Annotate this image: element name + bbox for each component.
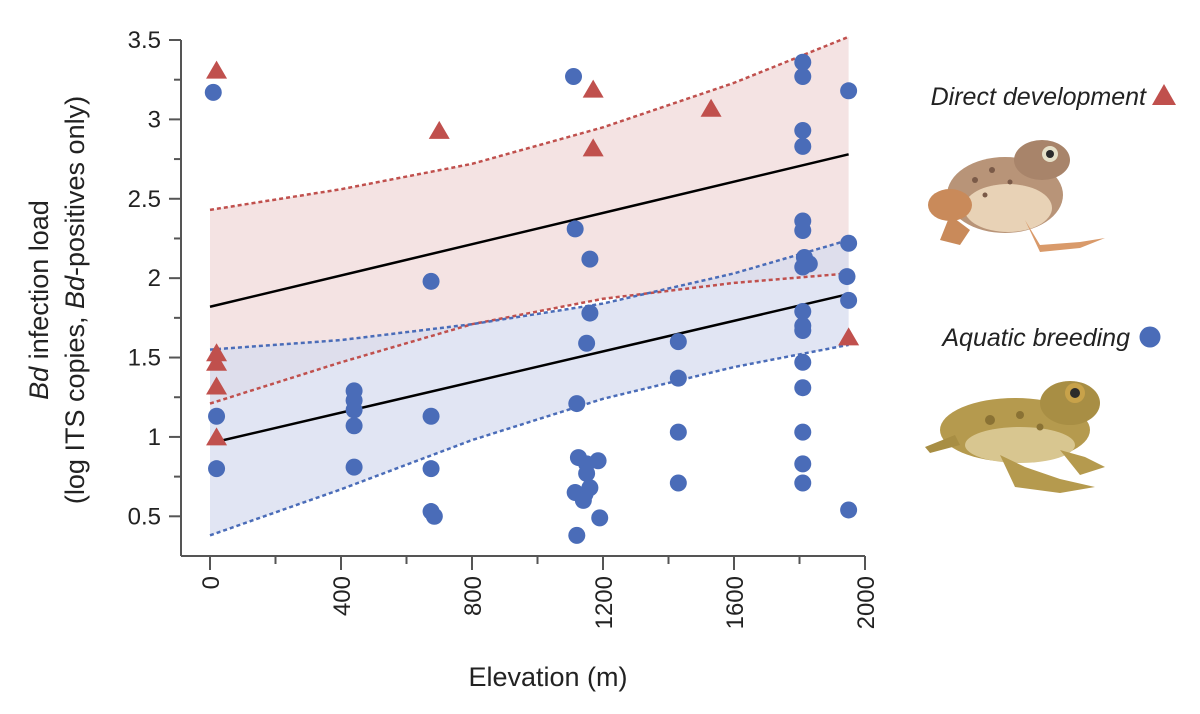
- data-point-direct: [838, 327, 860, 346]
- data-point-direct: [582, 138, 604, 157]
- ci-lower-direct: [209, 272, 849, 405]
- y-tick-label: 3: [148, 106, 161, 133]
- data-point-aquatic: [669, 423, 687, 441]
- data-point-aquatic: [581, 479, 599, 497]
- ci-upper-direct: [209, 35, 850, 212]
- data-point-aquatic: [581, 250, 599, 268]
- data-point-aquatic: [422, 407, 440, 425]
- data-point-direct: [206, 352, 228, 371]
- data-point-aquatic: [208, 407, 226, 425]
- data-point-aquatic: [345, 458, 363, 476]
- fit-line-aquatic: [209, 292, 849, 445]
- y-tick-label: 0.5: [128, 503, 161, 530]
- data-point-aquatic: [208, 460, 226, 478]
- x-axis-title: Elevation (m): [468, 662, 627, 692]
- data-point-aquatic: [591, 509, 609, 527]
- frog-aquatic-breeding-icon: [925, 381, 1105, 493]
- y-axis-title: Bd infection load: [24, 200, 54, 400]
- data-point-aquatic: [565, 68, 583, 86]
- data-point-aquatic: [794, 68, 812, 86]
- data-point-aquatic: [566, 220, 584, 238]
- data-point-aquatic: [422, 272, 440, 290]
- y-tick-label: 2: [148, 265, 161, 292]
- data-point-aquatic: [794, 423, 812, 441]
- data-point-aquatic: [794, 53, 812, 71]
- data-point-aquatic: [840, 501, 858, 519]
- data-point-direct: [428, 120, 450, 139]
- x-tick-label: 1200: [591, 576, 618, 629]
- y-tick-label: 1: [148, 424, 161, 451]
- legend-marker-aquatic-circle: [1139, 326, 1161, 348]
- data-point-aquatic: [794, 137, 812, 155]
- data-point-aquatic: [840, 291, 858, 309]
- data-point-aquatic: [800, 255, 818, 273]
- ci-lower-aquatic: [209, 343, 849, 537]
- y-axis-title-part: -positives only): [60, 96, 90, 276]
- data-point-aquatic: [669, 333, 687, 351]
- data-point-aquatic: [422, 460, 440, 478]
- data-points: [204, 53, 860, 544]
- y-axis-title-units: (log ITS copies, Bd-positives only): [60, 96, 90, 504]
- data-point-aquatic: [669, 474, 687, 492]
- data-point-aquatic: [568, 526, 586, 544]
- x-tick-label: 2000: [853, 576, 880, 629]
- data-point-aquatic: [574, 491, 592, 509]
- data-point-aquatic: [794, 474, 812, 492]
- data-point-aquatic: [794, 455, 812, 473]
- y-axis-title-part: infection load: [24, 200, 54, 367]
- fit-lines: [209, 153, 849, 445]
- ci-band-aquatic: [210, 240, 849, 536]
- data-point-aquatic: [425, 507, 443, 525]
- y-axis-title-part: Bd: [60, 275, 90, 309]
- data-point-direct: [700, 98, 722, 117]
- data-point-aquatic: [578, 464, 596, 482]
- y-axis-title-part: Bd: [24, 366, 54, 400]
- data-point-direct: [206, 60, 228, 79]
- data-point-aquatic: [794, 353, 812, 371]
- ci-upper-aquatic: [209, 238, 849, 351]
- y-tick-label: 2.5: [128, 186, 161, 213]
- data-point-aquatic: [204, 83, 222, 101]
- axes: 0.5 1 1.5 2 2.5 3 3.5 0 400 800 1200 1600 2000: [128, 27, 880, 629]
- fit-line-direct: [209, 153, 849, 308]
- data-point-aquatic: [840, 234, 858, 252]
- data-point-aquatic: [345, 417, 363, 435]
- confidence-bands: [209, 35, 850, 537]
- data-point-aquatic: [794, 121, 812, 139]
- x-tick-label: 400: [329, 576, 356, 616]
- data-point-aquatic: [840, 82, 858, 100]
- y-axis-title-part: (log ITS copies,: [60, 309, 90, 504]
- ci-band-direct: [210, 36, 849, 404]
- legend-marker-direct-triangle: [1152, 84, 1176, 105]
- data-point-direct: [206, 343, 228, 362]
- data-point-aquatic: [581, 304, 599, 322]
- data-point-aquatic: [794, 222, 812, 240]
- x-tick-label: 0: [198, 576, 225, 589]
- data-point-aquatic: [794, 302, 812, 320]
- x-tick-label: 1600: [722, 576, 749, 629]
- legend-label-aquatic: Aquatic breeding: [940, 324, 1130, 352]
- y-tick-label: 1.5: [128, 345, 161, 372]
- data-point-aquatic: [794, 379, 812, 397]
- data-point-aquatic: [568, 395, 586, 413]
- legend: Direct development Aquatic breeding: [925, 83, 1176, 493]
- frog-direct-development-icon: [928, 140, 1105, 252]
- data-point-direct: [582, 79, 604, 98]
- data-point-direct: [206, 427, 228, 446]
- data-point-aquatic: [578, 334, 596, 352]
- data-point-aquatic: [669, 369, 687, 387]
- data-point-direct: [206, 376, 228, 395]
- data-point-aquatic: [589, 452, 607, 470]
- y-tick-label: 3.5: [128, 27, 161, 54]
- data-point-aquatic: [838, 268, 856, 286]
- x-tick-label: 800: [460, 576, 487, 616]
- data-point-aquatic: [345, 401, 363, 419]
- legend-label-direct: Direct development: [931, 83, 1147, 111]
- data-point-aquatic: [794, 322, 812, 340]
